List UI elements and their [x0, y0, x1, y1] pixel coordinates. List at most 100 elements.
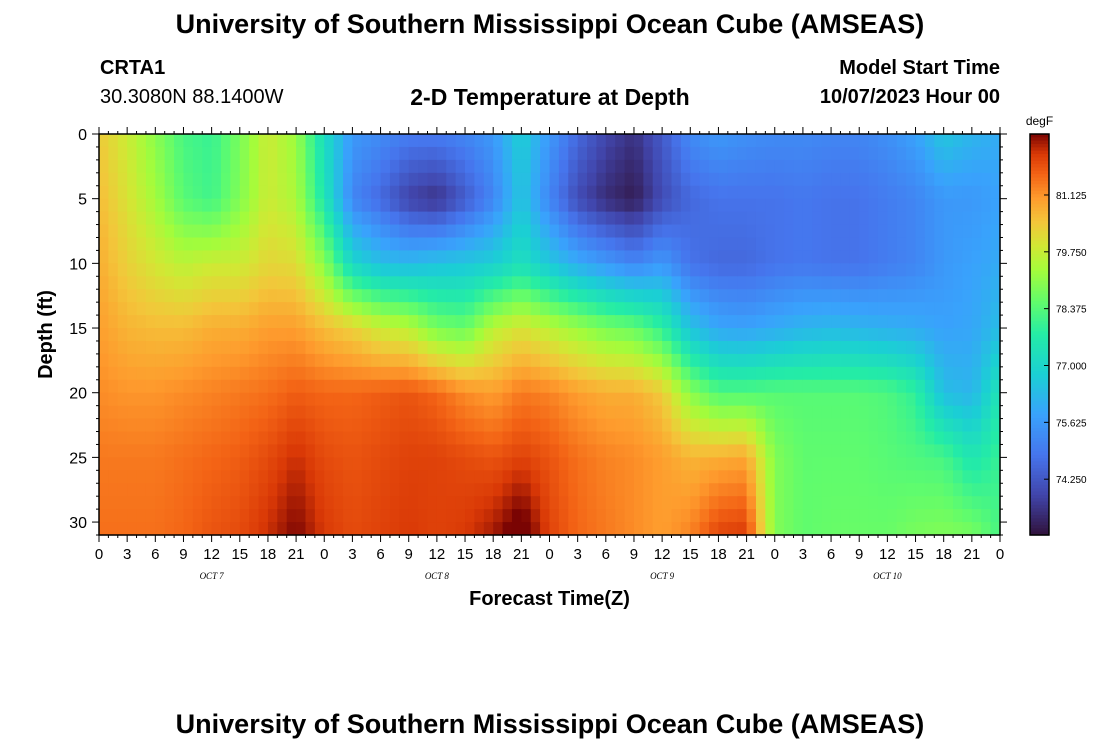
heatmap-cell	[924, 289, 935, 303]
heatmap-cell	[737, 328, 748, 342]
heatmap-cell	[962, 134, 973, 148]
heatmap-cell	[446, 302, 457, 316]
heatmap-cell	[249, 328, 260, 342]
colorbar-band	[1030, 267, 1049, 272]
heatmap-cell	[605, 302, 616, 316]
heatmap-cell	[840, 250, 851, 264]
heatmap-cell	[465, 418, 476, 433]
heatmap-cell	[333, 159, 344, 174]
heatmap-cell	[258, 379, 269, 394]
heatmap-cell	[990, 483, 1001, 497]
heatmap-cell	[540, 172, 551, 187]
heatmap-cell	[971, 509, 982, 523]
heatmap-cell	[849, 328, 860, 342]
heatmap-cell	[643, 328, 654, 342]
heatmap-cell	[840, 522, 851, 536]
colorbar-band	[1030, 337, 1049, 342]
heatmap-cell	[408, 146, 419, 161]
heatmap-cell	[249, 302, 260, 316]
heatmap-cell	[324, 198, 335, 213]
heatmap-cell	[962, 366, 973, 381]
heatmap-cell	[662, 172, 673, 187]
heatmap-cell	[633, 353, 644, 368]
heatmap-cell	[446, 392, 457, 407]
heatmap-cell	[408, 444, 419, 458]
heatmap-cell	[971, 483, 982, 497]
heatmap-cell	[99, 289, 109, 303]
heatmap-cell	[680, 444, 691, 458]
heatmap-cell	[587, 483, 598, 497]
heatmap-cell	[305, 418, 316, 433]
heatmap-cell	[136, 302, 147, 316]
heatmap-cell	[887, 224, 898, 239]
heatmap-cell	[624, 457, 635, 471]
heatmap-cell	[192, 289, 203, 303]
heatmap-cell	[211, 340, 222, 355]
heatmap-cell	[540, 146, 551, 161]
heatmap-cell	[286, 431, 297, 446]
heatmap-cell	[361, 263, 372, 277]
heatmap-cell	[399, 263, 410, 277]
heatmap-cell	[633, 134, 644, 148]
heatmap-cell	[990, 134, 1001, 148]
heatmap-cell	[418, 250, 429, 264]
heatmap-cell	[361, 379, 372, 394]
heatmap-cell	[211, 392, 222, 407]
colorbar-band	[1030, 224, 1049, 229]
heatmap-cell	[774, 302, 785, 316]
heatmap-cell	[258, 405, 269, 420]
heatmap-cell	[568, 457, 579, 471]
heatmap-cell	[511, 250, 522, 264]
heatmap-cell	[652, 250, 663, 264]
heatmap-cell	[465, 250, 476, 264]
x-axis: 0 3 6 9 12 15 18 21 0 3 6 9 12 15 18 21 0 3 6 9 12 15 18 21 0 3 6 9…	[95, 127, 1004, 610]
colorbar-band	[1030, 491, 1049, 496]
colorbar-band	[1030, 190, 1049, 195]
colorbar-band	[1030, 481, 1049, 486]
heatmap-cell	[108, 159, 119, 174]
heatmap-cell	[690, 276, 701, 290]
heatmap-cell	[465, 146, 476, 161]
heatmap-cell	[652, 405, 663, 420]
heatmap-cell	[755, 250, 766, 264]
heatmap-cell	[906, 457, 917, 471]
heatmap-cell	[962, 250, 973, 264]
heatmap-cell	[202, 237, 213, 252]
heatmap-cell	[164, 405, 175, 420]
heatmap-cell	[221, 185, 231, 200]
station-location: 30.3080N 88.1400W	[100, 86, 284, 108]
heatmap-cell	[493, 159, 504, 174]
heatmap-cell	[221, 431, 231, 446]
heatmap-cell	[465, 366, 476, 381]
heatmap-cell	[802, 522, 813, 536]
heatmap-cell	[267, 328, 278, 342]
x-tick-label: 15	[231, 546, 248, 563]
heatmap-cell	[258, 431, 269, 446]
heatmap-cell	[746, 289, 757, 303]
heatmap-cell	[99, 224, 109, 239]
heatmap-cell	[117, 470, 128, 484]
heatmap-cell	[399, 444, 410, 458]
heatmap-cell	[906, 405, 917, 420]
heatmap-cell	[474, 315, 485, 329]
heatmap-cell	[277, 457, 288, 471]
heatmap-cell	[446, 211, 457, 226]
heatmap-cell	[183, 198, 194, 213]
heatmap-cell	[943, 483, 954, 497]
heatmap-cell	[821, 444, 832, 458]
heatmap-cell	[408, 315, 419, 329]
heatmap-cell	[906, 159, 917, 174]
heatmap-cell	[155, 328, 166, 342]
heatmap-cell	[446, 496, 457, 510]
heatmap-cell	[286, 522, 297, 536]
heatmap-cell	[596, 302, 607, 316]
heatmap-cell	[718, 302, 729, 316]
heatmap-cell	[399, 159, 410, 174]
heatmap-cell	[605, 353, 616, 368]
heatmap-cell	[530, 509, 541, 523]
heatmap-cell	[399, 509, 410, 523]
heatmap-cell	[361, 211, 372, 226]
heatmap-cell	[812, 444, 823, 458]
heatmap-cell	[164, 522, 175, 536]
heatmap-cell	[436, 237, 447, 252]
